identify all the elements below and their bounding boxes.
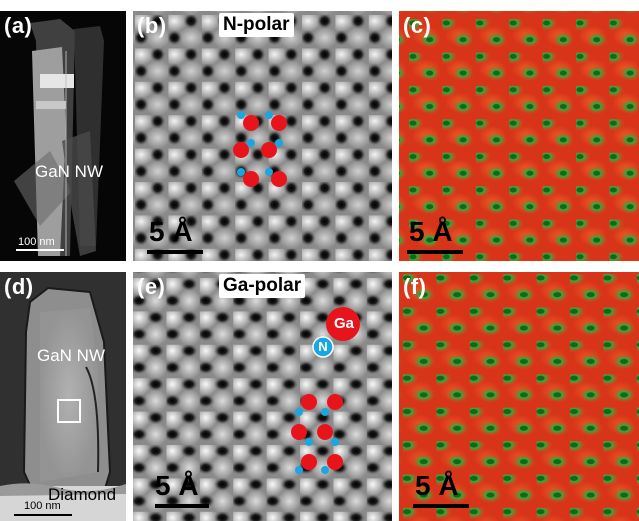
panel-label-c: (c) <box>403 13 432 38</box>
nanowire-label: GaN NW <box>37 346 105 365</box>
scale-bar <box>407 250 463 254</box>
selection-box <box>57 399 81 423</box>
panel-f: (f) 5 Å <box>399 272 639 521</box>
panel-e: (e) Ga-polar Ga N 5 Å <box>133 272 392 521</box>
panel-label-b: (b) <box>137 13 167 38</box>
panel-label-a: (a) <box>4 13 33 38</box>
panel-d: (d) GaN NW Diamond 100 nm <box>0 272 126 521</box>
scale-label: 5 Å <box>409 216 453 247</box>
scale-bar <box>16 249 64 251</box>
scale-label: 100 nm <box>24 500 61 512</box>
scale-label: 100 nm <box>18 236 55 248</box>
atom-model <box>291 394 343 474</box>
scale-label: 5 Å <box>155 470 199 501</box>
panel-a: (a) GaN NW 100 nm <box>0 11 126 261</box>
panel-label-e: (e) <box>137 274 166 299</box>
polarity-title: N-polar <box>219 13 294 37</box>
atom-legend <box>312 307 360 358</box>
scale-label: 5 Å <box>149 216 193 247</box>
atom-model <box>233 111 287 187</box>
substrate-label: Diamond <box>48 485 117 504</box>
hrtem-image-ga-polar <box>133 272 392 521</box>
ga-atom-label: Ga <box>333 315 354 332</box>
n-atom-label: N <box>318 339 328 354</box>
nanowire-label: GaN NW <box>35 162 103 181</box>
panel-c: (c) 5 Å <box>399 11 639 261</box>
scale-bar <box>147 250 203 254</box>
panel-label-d: (d) <box>4 274 34 299</box>
panel-b: (b) N-polar 5 Å <box>133 11 392 261</box>
strain-map-ga-polar <box>399 272 639 521</box>
panel-label-f: (f) <box>403 274 427 299</box>
scale-label: 5 Å <box>415 470 459 501</box>
nanowire-tem-image <box>0 272 126 521</box>
polarity-title: Ga-polar <box>219 274 306 298</box>
strain-map-n-polar <box>399 11 639 261</box>
scale-bar <box>413 504 469 508</box>
scale-bar <box>14 514 72 516</box>
nanowire-stem-image <box>0 11 126 261</box>
hrtem-image-n-polar <box>133 11 392 261</box>
scale-bar <box>155 504 209 508</box>
